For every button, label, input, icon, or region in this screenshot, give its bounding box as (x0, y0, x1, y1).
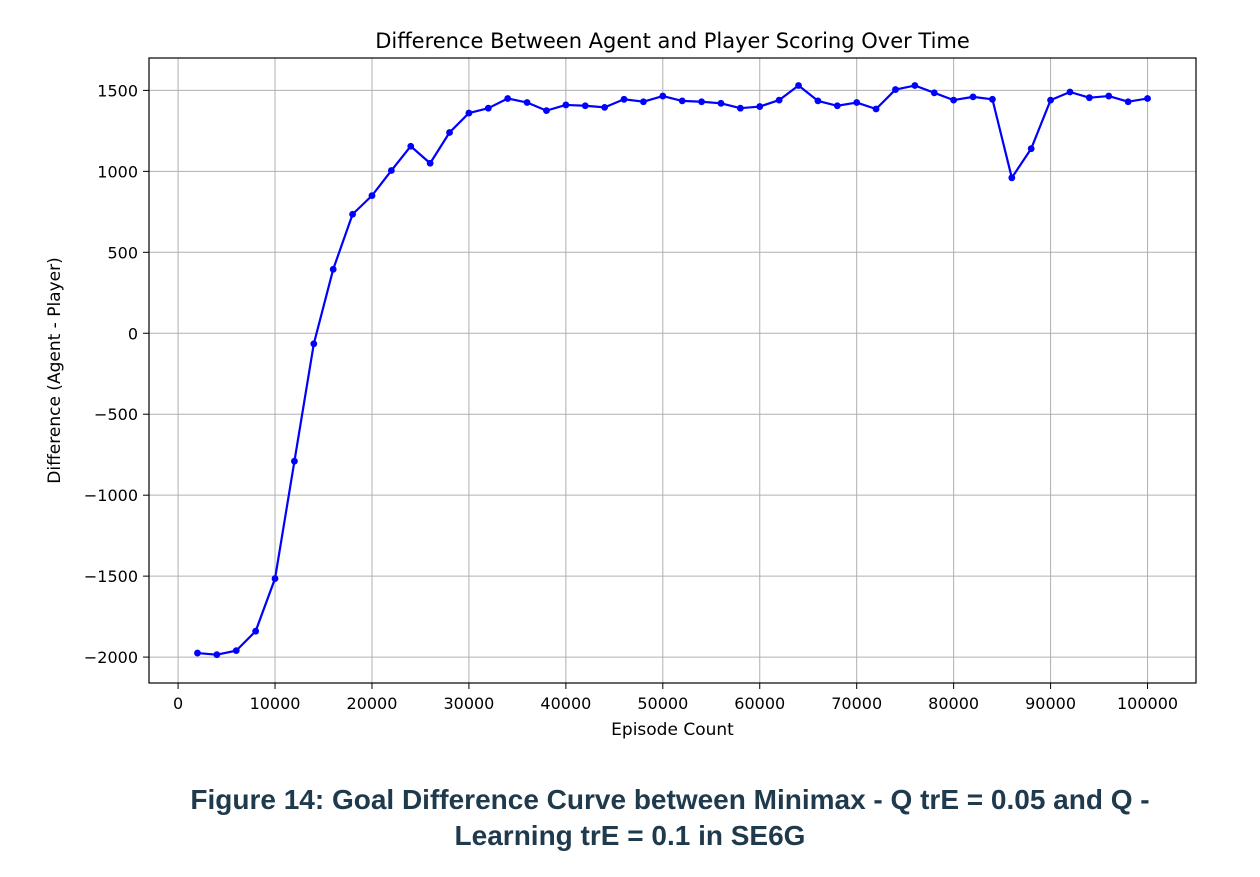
data-point (678, 97, 686, 105)
data-point (1124, 98, 1132, 106)
data-point (853, 99, 861, 106)
data-point (504, 95, 512, 102)
x-tick-label: 70000 (831, 694, 882, 713)
data-point (213, 651, 221, 659)
x-tick-label: 90000 (1025, 694, 1076, 713)
data-point (601, 103, 609, 111)
figure-caption: Figure 14: Goal Difference Curve between… (0, 782, 1260, 854)
y-tick-label: 1500 (97, 81, 138, 100)
data-point (1066, 88, 1074, 96)
data-point (833, 102, 841, 110)
data-point (659, 92, 667, 100)
y-tick-label: 0 (128, 324, 138, 343)
plot-area-frame (148, 57, 1197, 684)
data-point (1047, 96, 1054, 104)
data-point (232, 647, 240, 655)
chart-figure: 0 10000 20000 30000 40000 50000 60000 70000 8000… (45, 29, 1197, 740)
data-point (1085, 94, 1093, 102)
data-point (969, 93, 977, 101)
data-point (581, 102, 589, 110)
data-point (911, 82, 919, 89)
x-tick-label: 30000 (443, 694, 494, 713)
data-point (872, 105, 880, 113)
data-point (562, 101, 570, 109)
data-point (756, 103, 764, 110)
x-tick-label: 20000 (347, 694, 398, 713)
data-point (1008, 174, 1016, 182)
data-point (1027, 145, 1035, 153)
grid-lines (149, 58, 1196, 683)
data-point (775, 96, 783, 104)
axis-ticks: 0 10000 20000 30000 40000 50000 60000 70000 8000… (84, 81, 1178, 713)
data-point (989, 95, 996, 103)
x-tick-label: 10000 (250, 694, 301, 713)
data-point (640, 98, 647, 106)
y-tick-label: 500 (107, 243, 138, 262)
data-point (291, 457, 298, 465)
y-tick-label: −1500 (84, 567, 138, 586)
data-point (194, 649, 201, 657)
data-point (736, 104, 744, 112)
y-tick-label: 1000 (97, 162, 138, 181)
x-tick-label: 80000 (928, 694, 979, 713)
data-point (426, 159, 434, 167)
x-tick-label: 60000 (734, 694, 785, 713)
y-tick-label: −2000 (84, 648, 138, 667)
data-point (1144, 95, 1151, 102)
data-point (271, 575, 279, 582)
caption-line-2: Learning trE = 0.1 in SE6G (454, 820, 806, 851)
data-point (387, 167, 395, 174)
data-point (349, 210, 356, 218)
data-point (717, 99, 725, 107)
chart-title: Difference Between Agent and Player Scor… (375, 29, 970, 53)
x-tick-label: 50000 (637, 694, 688, 713)
y-axis-title: Difference (Agent - Player) (45, 257, 65, 483)
data-point (930, 89, 938, 97)
x-tick-label: 100000 (1117, 694, 1178, 713)
data-point (543, 107, 550, 115)
x-axis-title: Episode Count (611, 720, 734, 740)
data-point (523, 99, 531, 106)
caption-line-1: Figure 14: Goal Difference Curve between… (190, 784, 1150, 815)
y-tick-label: −1000 (84, 486, 138, 505)
data-point (446, 129, 453, 136)
y-tick-label: −500 (94, 405, 138, 424)
data-point (252, 627, 260, 635)
data-series (194, 82, 1151, 659)
data-point (950, 96, 958, 104)
data-point (698, 98, 705, 106)
data-point (892, 86, 899, 93)
data-point (620, 95, 628, 103)
data-point (795, 82, 802, 89)
data-point (484, 104, 492, 112)
data-point (465, 109, 473, 117)
data-point (407, 142, 415, 150)
data-point (814, 97, 822, 105)
data-point (310, 340, 318, 348)
data-point (1105, 92, 1113, 100)
x-tick-label: 40000 (540, 694, 591, 713)
data-point (329, 265, 337, 273)
x-tick-label: 0 (173, 694, 183, 713)
data-point (368, 192, 376, 200)
